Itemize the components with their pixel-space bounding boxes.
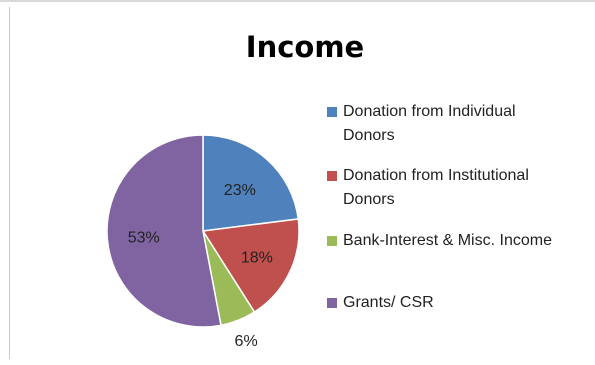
legend-swatch-bank-interest xyxy=(327,236,337,246)
legend-item-grants-csr: Grants/ CSR xyxy=(327,291,589,315)
legend-swatch-institutional-donors xyxy=(327,171,337,181)
legend-swatch-individual-donors xyxy=(327,107,337,117)
legend-item-bank-interest: Bank-Interest & Misc. Income xyxy=(327,229,589,253)
slice-label-individual-donors: 23% xyxy=(224,182,256,199)
legend-label-bank-interest: Bank-Interest & Misc. Income xyxy=(343,232,552,249)
chart-title: Income xyxy=(245,30,365,64)
slice-individual-donors xyxy=(202,134,300,232)
legend-item-individual-donors: Donation from Individual Donors xyxy=(327,100,589,148)
chart-frame xyxy=(9,7,584,359)
top-border xyxy=(0,0,595,2)
slice-label-institutional-donors: 18% xyxy=(241,249,273,266)
slice-grants-csr xyxy=(106,134,222,328)
slice-institutional-donors xyxy=(201,218,300,314)
legend-label-institutional-donors: Donation from Institutional Donors xyxy=(343,167,529,208)
legend-swatch-grants-csr xyxy=(327,298,337,308)
legend-label-individual-donors: Donation from Individual Donors xyxy=(343,103,516,144)
legend-item-institutional-donors: Donation from Institutional Donors xyxy=(327,164,589,212)
slice-label-grants-csr: 53% xyxy=(128,230,160,247)
legend-label-grants-csr: Grants/ CSR xyxy=(343,294,434,311)
slice-label-bank-interest: 6% xyxy=(235,333,258,350)
